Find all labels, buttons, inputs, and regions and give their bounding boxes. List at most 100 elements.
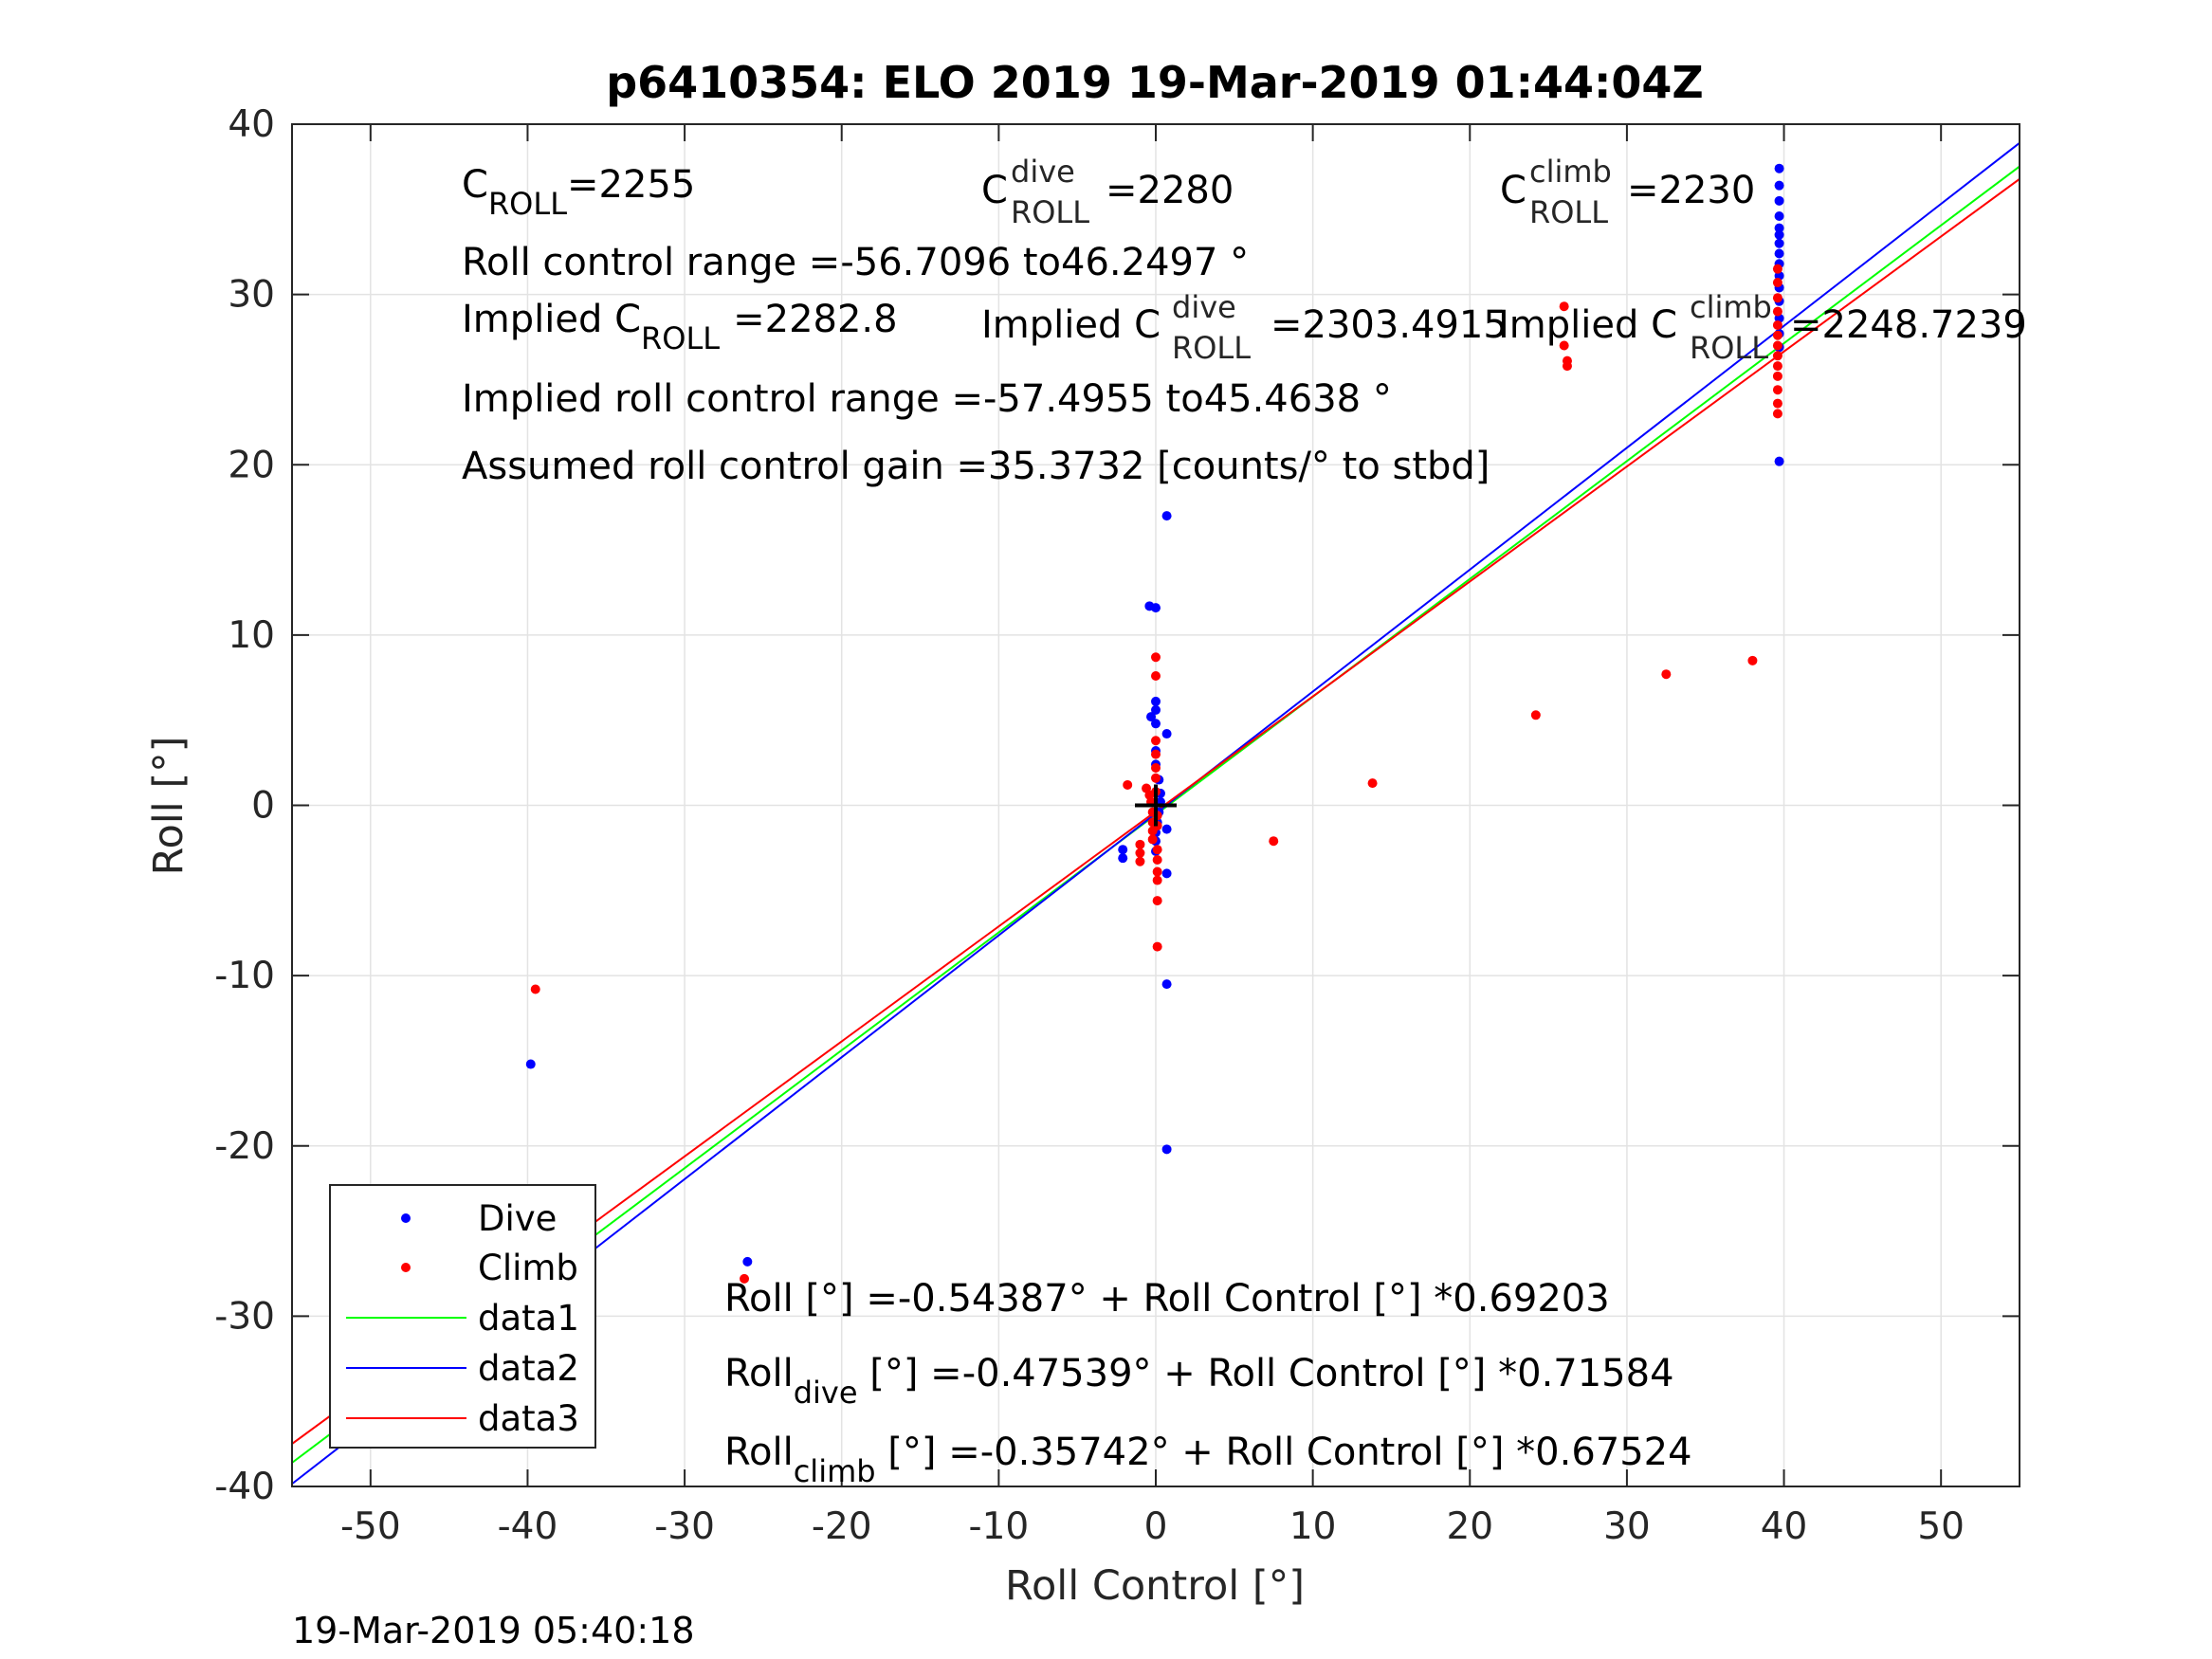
y-axis-label: Roll [°] [145, 737, 192, 876]
dive-point [1774, 195, 1784, 206]
dive-point [1118, 845, 1128, 855]
dive-point [742, 1256, 753, 1267]
climb-point [1152, 854, 1162, 865]
climb-point [1747, 655, 1758, 665]
legend-marker-climb [401, 1263, 411, 1272]
fit-equation-all: Roll [°] =-0.54387° + Roll Control [°] *… [724, 1277, 1610, 1321]
legend-label-climb: Climb [478, 1248, 578, 1288]
y-tick-label: 30 [228, 274, 275, 317]
climb-point [1772, 340, 1782, 351]
x-tick-label: -30 [654, 1505, 715, 1548]
fit-equation-climb: Rollclimb [°] =-0.35742° + Roll Control … [724, 1431, 1692, 1489]
y-tick-label: -20 [214, 1125, 275, 1168]
implied-c-climb-value: =2248.7239 [1790, 303, 2027, 347]
climb-point [1123, 779, 1133, 790]
timestamp: 19-Mar-2019 05:40:18 [292, 1610, 695, 1651]
implied-c-dive-sup: dive [1172, 289, 1236, 325]
legend-label-dive: Dive [478, 1198, 557, 1239]
dive-point [1774, 229, 1784, 240]
x-tick-label: 50 [1917, 1505, 1965, 1548]
climb-point [1135, 856, 1145, 866]
climb-point [1772, 330, 1782, 340]
climb-point [1772, 278, 1782, 288]
y-tick-label: 0 [251, 785, 275, 828]
x-tick-label: 0 [1144, 1505, 1168, 1548]
dive-point [1161, 979, 1172, 990]
x-tick-label: -50 [340, 1505, 401, 1548]
c-roll-annotation: CROLL=2255 [462, 163, 695, 222]
y-tick-label: -40 [214, 1466, 275, 1508]
climb-point [1152, 941, 1162, 952]
c-dive-sup: dive [1011, 154, 1075, 190]
implied-c-climb: Implied C [1498, 303, 1677, 347]
x-tick-label: -10 [969, 1505, 1030, 1548]
x-tick-label: -20 [812, 1505, 872, 1548]
x-tick-label: 40 [1761, 1505, 1808, 1548]
climb-point [1661, 669, 1672, 680]
climb-point [1772, 319, 1782, 330]
dive-point [1161, 511, 1172, 521]
climb-point [1151, 652, 1161, 663]
y-axis-ticks: -40 -30 -20 -10 0 10 20 30 40 [214, 103, 2020, 1508]
x-axis-label: Roll Control [°] [1005, 1562, 1305, 1610]
dive-point [1118, 853, 1128, 864]
dive-point [1774, 223, 1784, 233]
roll-control-range: Roll control range =-56.7096 to46.2497 ° [462, 241, 1249, 284]
dive-point [1151, 696, 1161, 706]
dive-point [1151, 603, 1161, 613]
legend: Dive Climb data1 data2 data3 [329, 1184, 596, 1449]
implied-c-dive-value: =2303.4915 [1271, 303, 1508, 347]
climb-point [1152, 875, 1162, 885]
dive-point [1774, 163, 1784, 173]
y-tick-label: 20 [228, 444, 275, 486]
climb-point [1772, 385, 1782, 395]
dive-point [1774, 248, 1784, 259]
climb-point [1772, 398, 1782, 409]
dive-point [1774, 456, 1784, 466]
climb-point [1772, 293, 1782, 303]
climb-point [1562, 361, 1572, 372]
dive-point [1161, 729, 1172, 739]
c-climb-value: =2230 [1627, 169, 1755, 212]
c-climb-annotation: C [1500, 169, 1526, 212]
c-dive-sub: ROLL [1011, 194, 1089, 230]
climb-point [1151, 773, 1161, 783]
c-climb-sup: climb [1529, 154, 1612, 190]
c-dive-annotation: C [981, 169, 1008, 212]
chart-title: p6410354: ELO 2019 19-Mar-2019 01:44:04Z [606, 57, 1704, 108]
dive-point [1146, 712, 1157, 722]
dive-point [525, 1059, 536, 1069]
climb-point [1772, 361, 1782, 372]
climb-point [1772, 351, 1782, 361]
implied-roll-control-range: Implied roll control range =-57.4955 to4… [462, 377, 1392, 421]
dive-point [1774, 210, 1784, 221]
c-dive-value: =2280 [1106, 169, 1234, 212]
implied-c-dive-sub: ROLL [1172, 330, 1251, 366]
climb-point [1147, 834, 1158, 845]
implied-c-climb-sub: ROLL [1690, 330, 1768, 366]
climb-point [1772, 264, 1782, 274]
climb-point [1772, 306, 1782, 317]
climb-point [1152, 896, 1162, 906]
x-tick-label: 30 [1603, 1505, 1651, 1548]
climb-point [1152, 845, 1162, 855]
assumed-roll-control-gain: Assumed roll control gain =35.3732 [coun… [462, 445, 1490, 488]
legend-label-data2: data2 [478, 1348, 579, 1389]
climb-point [1772, 409, 1782, 419]
dive-point [1774, 180, 1784, 191]
x-axis-ticks: -50 -40 -30 -20 -10 0 10 20 30 40 50 [340, 124, 1965, 1548]
climb-point [1135, 839, 1145, 849]
climb-point [740, 1273, 750, 1284]
dive-point [1151, 704, 1161, 715]
legend-label-data1: data1 [478, 1298, 579, 1339]
climb-point [1530, 710, 1541, 720]
y-tick-label: 10 [228, 614, 275, 657]
climb-point [1152, 866, 1162, 877]
dive-point [1161, 868, 1172, 879]
dive-point [1151, 719, 1161, 729]
origin-marker [1135, 784, 1177, 827]
legend-label-data3: data3 [478, 1398, 579, 1439]
climb-point [1269, 836, 1279, 847]
dive-point [1161, 1144, 1172, 1155]
